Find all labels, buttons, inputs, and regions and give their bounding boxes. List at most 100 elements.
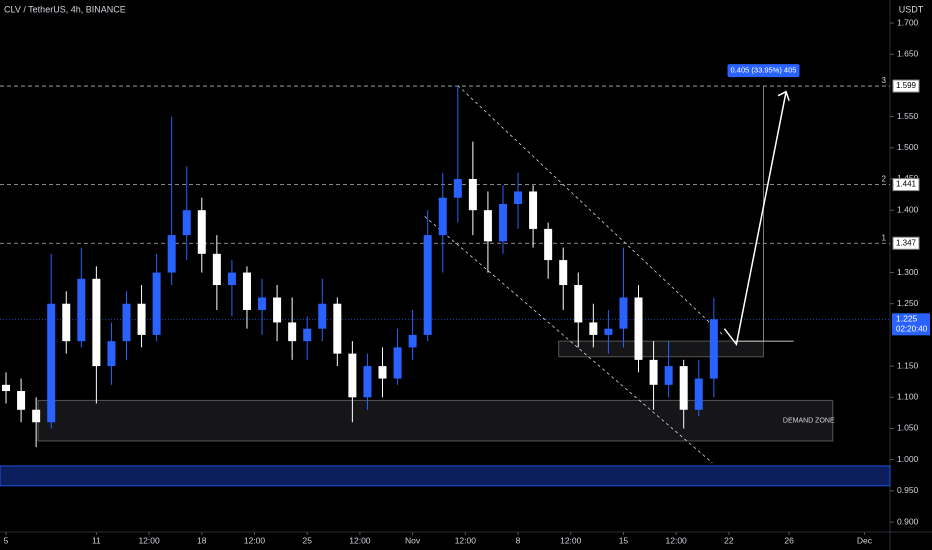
candle-body: [453, 178, 462, 198]
candle-body: [318, 303, 327, 329]
x-tick-label: Dec: [857, 535, 873, 545]
candle-body: [258, 297, 267, 310]
candle-body: [544, 228, 553, 261]
candle-body: [62, 303, 71, 342]
zone: [558, 340, 765, 358]
y-tick-label: 1.000: [897, 454, 919, 464]
x-tick-label: 12:00: [666, 535, 688, 545]
x-tick-label: 11: [92, 535, 101, 545]
candle-body: [529, 191, 538, 229]
level-number: 1: [882, 233, 887, 242]
candle-body: [634, 297, 643, 360]
candle-body: [77, 278, 86, 342]
measure-label: 0.405 (33.95%) 405: [731, 66, 797, 75]
countdown: 02:20:40: [896, 324, 928, 333]
last-price-box: [892, 313, 930, 336]
zone-label: DEMAND ZONE: [783, 418, 835, 425]
x-tick-label: 12:00: [244, 535, 266, 545]
candle-body: [32, 409, 41, 423]
level-price: 1.347: [896, 238, 917, 247]
y-tick-label: 1.050: [897, 423, 919, 433]
candle-body: [288, 322, 297, 342]
level-price: 1.441: [896, 180, 917, 189]
y-tick-label: 1.400: [897, 204, 919, 214]
candle-body: [589, 322, 598, 335]
x-tick-label: 18: [197, 535, 207, 545]
candle-body: [303, 328, 312, 342]
candle-body: [468, 178, 477, 211]
candle-body: [167, 235, 176, 273]
candle-body: [182, 210, 191, 236]
y-tick-label: 1.700: [897, 17, 919, 27]
zone: [37, 399, 834, 442]
level-number: 3: [882, 76, 887, 85]
level-price-box: [892, 79, 920, 93]
x-tick-label: 12:00: [455, 535, 477, 545]
candle-body: [709, 319, 718, 379]
candle-body: [273, 297, 282, 323]
candle-body: [92, 278, 101, 367]
level-price-box: [892, 236, 920, 250]
y-tick-label: 1.150: [897, 360, 919, 370]
candle-body: [242, 272, 251, 310]
x-tick-label: 25: [302, 535, 312, 545]
candle-body: [137, 303, 146, 335]
x-tick-label: 12:00: [138, 535, 160, 545]
measure-box: [727, 64, 800, 78]
candle-body: [408, 334, 417, 348]
candle-body: [694, 378, 703, 410]
candle-body: [197, 210, 206, 254]
y-tick-label: 1.500: [897, 142, 919, 152]
last-price-label: 1.225: [896, 314, 918, 324]
channel-line: [457, 85, 724, 336]
y-tick-label: 1.300: [897, 267, 919, 277]
y-tick-label: 0.900: [897, 516, 919, 526]
level-number: 2: [882, 175, 887, 184]
candle-body: [333, 303, 342, 354]
candle-body: [604, 328, 613, 335]
band: [0, 465, 891, 487]
candle-body: [664, 366, 673, 385]
candle-body: [152, 272, 161, 335]
candle-body: [378, 366, 387, 379]
x-tick-label: 12:00: [349, 535, 371, 545]
candle-body: [47, 303, 56, 423]
chart-title: CLV / TetherUS, 4h, BINANCE: [4, 4, 126, 14]
candle-body: [17, 391, 26, 410]
candle-body: [438, 197, 447, 236]
x-tick-label: 5: [4, 535, 9, 545]
y-tick-label: 0.950: [897, 485, 919, 495]
x-tick-label: 12:00: [560, 535, 582, 545]
candle-body: [649, 359, 658, 385]
candle-body: [483, 210, 492, 242]
level-price: 1.599: [896, 81, 917, 90]
candle-body: [393, 347, 402, 379]
candle-body: [122, 303, 131, 342]
x-tick-label: 15: [619, 535, 629, 545]
candle-body: [679, 366, 688, 410]
x-tick-label: Nov: [405, 535, 421, 545]
x-tick-label: 22: [724, 535, 734, 545]
candle-body: [514, 191, 523, 204]
candle-body: [619, 297, 628, 329]
y-tick-label: 1.650: [897, 49, 919, 59]
y-tick-label: 1.100: [897, 392, 919, 402]
axis-unit: USDT: [899, 4, 924, 14]
y-tick-label: 1.250: [897, 298, 919, 308]
x-tick-label: 26: [784, 535, 794, 545]
candle-body: [498, 203, 507, 242]
arrow-head: [777, 90, 790, 101]
y-tick-label: 1.550: [897, 111, 919, 121]
arrow: [723, 91, 787, 347]
level-price-box: [892, 178, 920, 192]
candle-body: [227, 272, 236, 286]
candle-body: [574, 285, 583, 323]
candle-body: [363, 366, 372, 398]
x-tick-label: 8: [516, 535, 521, 545]
candle-body: [423, 235, 432, 335]
candle-body: [348, 353, 357, 398]
candle-body: [2, 384, 11, 392]
candle-body: [107, 341, 116, 367]
candle-body: [559, 260, 568, 286]
